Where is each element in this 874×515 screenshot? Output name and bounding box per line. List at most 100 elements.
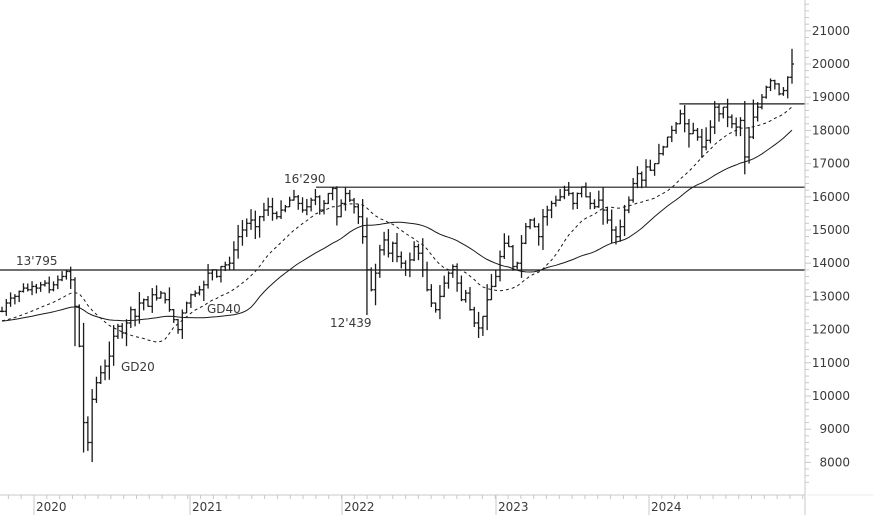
ohlc-bar	[395, 232, 399, 263]
ohlc-bar	[669, 125, 674, 143]
ohlc-bar	[279, 200, 284, 220]
ohlc-bar	[704, 127, 709, 151]
ohlc-bar	[686, 119, 691, 148]
ohlc-bar	[549, 200, 554, 219]
y-tick-label: 20000	[812, 57, 850, 71]
ohlc-bar	[545, 205, 550, 226]
ohlc-bar	[772, 79, 777, 90]
ohlc-bar	[729, 114, 734, 129]
ohlc-bar	[34, 283, 39, 294]
ohlc-bar	[734, 117, 739, 137]
ohlc-bar	[176, 318, 181, 334]
ohlc-bar	[759, 94, 764, 110]
ohlc-bar	[583, 182, 588, 198]
ohlc-bar	[137, 292, 142, 324]
ohlc-bar	[343, 187, 348, 211]
ohlc-bar	[399, 251, 404, 269]
ohlc-bar	[244, 218, 249, 237]
y-tick-label: 16000	[812, 190, 850, 204]
ohlc-bar	[609, 209, 614, 244]
ohlc-bar	[618, 219, 623, 242]
plot-area	[0, 48, 794, 463]
x-tick-label: 2020	[36, 500, 67, 514]
ohlc-bar	[210, 269, 215, 281]
ohlc-bar	[107, 341, 112, 380]
ohlc-bar	[502, 233, 507, 259]
ohlc-bar	[751, 99, 756, 140]
ohlc-bar	[322, 200, 327, 215]
ohlc-bar	[566, 181, 571, 196]
ohlc-bar	[274, 211, 279, 220]
ohlc-bar	[605, 207, 610, 224]
ohlc-bar	[480, 315, 485, 336]
ohlc-bar	[425, 261, 430, 292]
y-tick-label: 14000	[812, 256, 850, 270]
gd20-line	[1, 106, 793, 343]
ohlc-bar	[631, 178, 636, 203]
ohlc-bar	[304, 198, 309, 216]
ohlc-bar	[360, 199, 365, 244]
ohlc-bar	[450, 264, 455, 278]
ohlc-bar	[489, 274, 494, 301]
ohlc-bar	[682, 105, 687, 133]
ohlc-bar	[8, 292, 13, 307]
y-tick-label: 15000	[812, 223, 850, 237]
ohlc-bar	[536, 223, 541, 246]
ohlc-bar	[613, 226, 618, 245]
ohlc-bar	[553, 195, 558, 207]
ohlc-bar	[656, 143, 661, 165]
ohlc-bar	[674, 121, 679, 134]
ohlc-bar	[38, 281, 43, 292]
ohlc-bar	[369, 267, 374, 292]
ohlc-bar	[626, 196, 631, 214]
ohlc-bar	[579, 186, 584, 198]
annotation-label: GD20	[121, 360, 155, 374]
gd40-line	[1, 129, 793, 322]
ohlc-bar	[270, 197, 275, 221]
ohlc-bar	[120, 323, 125, 339]
ohlc-bar	[163, 292, 168, 304]
ohlc-bar	[562, 185, 567, 200]
ohlc-bar	[25, 283, 30, 292]
ohlc-bar	[214, 269, 219, 278]
ohlc-bar	[485, 284, 490, 331]
ohlc-bar	[459, 275, 464, 302]
y-tick-label: 8000	[819, 455, 850, 469]
ohlc-bar	[42, 280, 47, 287]
ohlc-bar	[678, 109, 683, 125]
ohlc-bar	[51, 281, 56, 292]
ohlc-bar	[575, 192, 580, 210]
ohlc-bar	[17, 290, 22, 303]
y-tick-label: 19000	[812, 90, 850, 104]
ohlc-bar	[691, 122, 696, 135]
ohlc-bar	[467, 286, 472, 311]
ohlc-bar	[596, 190, 601, 208]
ohlc-bar	[390, 241, 395, 263]
ohlc-bar	[218, 265, 223, 283]
ohlc-bar	[111, 325, 116, 366]
ohlc-bar	[30, 281, 35, 296]
annotations: 13'795 16'290 12'439 GD20 GD40	[16, 172, 371, 374]
ohlc-bar	[446, 271, 451, 289]
ohlc-bar	[257, 215, 262, 238]
ohlc-bar	[12, 294, 17, 305]
ohlc-bar	[330, 187, 335, 201]
ohlc-bar	[309, 197, 314, 212]
ohlc-bar	[785, 76, 790, 99]
ohlc-bar	[571, 192, 576, 210]
x-tick-label: 2021	[192, 500, 223, 514]
ohlc-bar	[661, 145, 666, 156]
ohlc-bar	[639, 171, 644, 189]
ohlc-bar	[184, 301, 189, 314]
x-axis: 2020 2021 2022 2023 2024	[0, 494, 874, 515]
ohlc-bar	[197, 285, 202, 296]
ohlc-bar	[725, 98, 730, 128]
ohlc-bar	[21, 283, 26, 293]
ohlc-bar	[695, 127, 700, 141]
ohlc-bar	[145, 296, 150, 308]
ohlc-bar	[407, 252, 412, 278]
ohlc-bar	[0, 306, 4, 313]
ohlc-bar	[403, 260, 408, 276]
ohlc-bar	[72, 277, 77, 347]
